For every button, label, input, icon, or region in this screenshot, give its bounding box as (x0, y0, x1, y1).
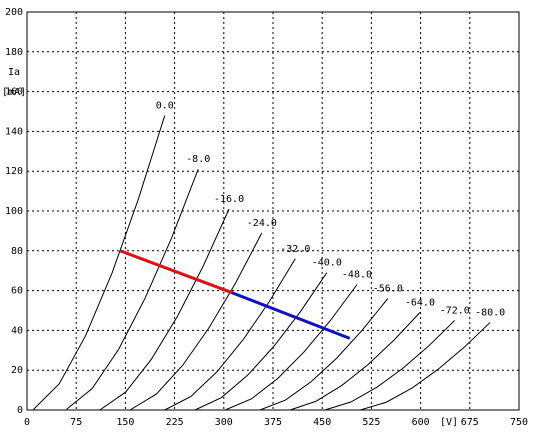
curve (194, 272, 328, 411)
y-tick-label: 160 (5, 87, 23, 98)
x-tick-label: 675 (461, 417, 479, 428)
curve-label: -80.0 (475, 307, 505, 318)
x-tick-label: 600 (412, 417, 430, 428)
curve-label: -48.0 (342, 270, 372, 281)
y-tick-label: 140 (5, 126, 23, 137)
y-tick-label: 20 (11, 365, 23, 376)
x-tick-label: 525 (362, 417, 380, 428)
curve (360, 322, 491, 411)
x-axis-unit: [V] (440, 417, 458, 428)
curve-label: -16.0 (214, 194, 244, 205)
y-axis-unit: [mA] (2, 87, 26, 98)
curve (129, 232, 263, 411)
x-tick-label: 150 (116, 417, 134, 428)
curve (324, 320, 456, 411)
x-tick-label: 225 (166, 417, 184, 428)
curve-label: -72.0 (440, 305, 470, 316)
curve (259, 298, 389, 411)
plot-frame (26, 11, 520, 411)
curve-label: -64.0 (405, 297, 435, 308)
x-tick-label: 0 (24, 417, 30, 428)
y-tick-label: 180 (5, 47, 23, 58)
load-line (119, 249, 233, 294)
curve-label: -8.0 (186, 154, 210, 165)
x-tick-label: 300 (215, 417, 233, 428)
x-tick-label: 750 (510, 417, 528, 428)
y-axis-label: Ia (8, 67, 20, 78)
curve-label: 0.0 (156, 100, 174, 111)
x-tick-label: 375 (264, 417, 282, 428)
y-tick-label: 200 (5, 7, 23, 18)
curve (32, 115, 166, 411)
y-tick-label: 120 (5, 166, 23, 177)
x-tick-label: 75 (70, 417, 82, 428)
y-tick-label: 100 (5, 206, 23, 217)
curve (164, 258, 296, 411)
curve-label: -40.0 (312, 258, 342, 269)
curve-label: -32.0 (280, 244, 310, 255)
y-tick-label: 40 (11, 325, 23, 336)
curve (65, 169, 199, 411)
curve-label: -56.0 (373, 284, 403, 295)
curve-label: -24.0 (247, 218, 277, 229)
y-tick-label: 80 (11, 246, 23, 257)
y-tick-label: 0 (17, 405, 23, 416)
y-tick-label: 60 (11, 286, 23, 297)
curve (99, 208, 230, 411)
curve (289, 312, 421, 411)
curve (224, 284, 358, 411)
x-tick-label: 450 (313, 417, 331, 428)
load-line (231, 291, 351, 340)
